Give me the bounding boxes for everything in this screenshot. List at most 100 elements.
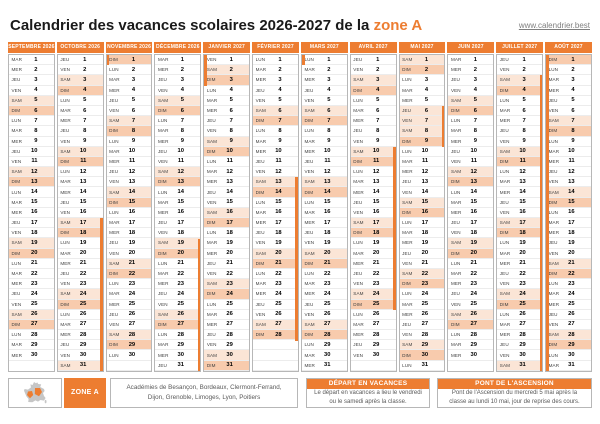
day-row: VEN 6 <box>106 106 152 117</box>
day-name: MER <box>157 352 169 358</box>
day-number: 13 <box>275 178 282 185</box>
day-number: 7 <box>34 117 38 124</box>
day-number: 1 <box>131 56 136 63</box>
day-name: MAR <box>157 271 169 277</box>
day-number: 24 <box>568 290 575 297</box>
day-number: 24 <box>470 290 477 297</box>
day-number: 6 <box>327 107 331 114</box>
day-name: DIM <box>255 332 265 338</box>
day-number: 19 <box>324 239 331 246</box>
day-name: VEN <box>499 138 510 144</box>
day-row: MAR 20 <box>57 249 103 259</box>
day-row: VEN 14 <box>399 187 445 198</box>
day-number: 25 <box>275 301 282 308</box>
day-name: LUN <box>11 332 21 338</box>
day-name: MAR <box>11 342 23 348</box>
day-name: VEN <box>499 67 510 73</box>
day-number: 17 <box>177 219 184 226</box>
day-name: JEU <box>109 240 119 246</box>
day-name: LUN <box>157 189 168 195</box>
day-name: VEN <box>109 321 119 327</box>
month-column: OCTOBRE 2026 JEU 1 VEN 2 SAM 3 DIM 4 LUN 5 MAR 6 MER 7… <box>56 42 104 372</box>
day-number: 26 <box>372 311 380 318</box>
day-row: VEN 11 <box>448 157 494 168</box>
day-row: SAM 10 <box>497 146 543 157</box>
day-number: 4 <box>229 87 233 94</box>
day-row: VEN 19 <box>301 238 347 249</box>
day-number: 11 <box>129 158 136 165</box>
day-row: LUN 28 <box>448 330 494 341</box>
day-row: VEN 11 <box>9 157 54 168</box>
day-number: 22 <box>372 270 380 277</box>
pont-text: Pont de l'Ascension du mercredi 5 mai ap… <box>449 389 580 405</box>
day-name: DIM <box>548 342 558 348</box>
day-name: JEU <box>402 108 412 114</box>
day-number: 31 <box>568 362 575 369</box>
day-name: VEN <box>206 342 217 348</box>
day-row: JEU 17 <box>155 218 201 229</box>
day-number: 2 <box>180 66 184 73</box>
month-column: MARS 2027 LUN 1 MAR 2 MER 3 JEU 4 VEN 5 SAM 6 DIM 7 LUN… <box>300 42 348 372</box>
day-name: SAM <box>255 321 266 327</box>
day-row: DIM 25 <box>497 299 543 310</box>
day-number: 27 <box>177 321 184 328</box>
day-name: MAR <box>450 271 462 277</box>
day-name: LUN <box>402 362 412 368</box>
day-row: JEU 24 <box>155 289 201 300</box>
day-number: 18 <box>519 229 526 236</box>
day-name: MAR <box>304 67 315 73</box>
day-number: 29 <box>31 341 38 348</box>
day-number: 25 <box>324 301 331 308</box>
day-number: 9 <box>131 138 136 145</box>
day-number: 2 <box>34 66 38 73</box>
month-body: LUN 1 MAR 2 MER 3 JEU 4 VEN 5 SAM 6 DIM 7 LUN 8 MAR 9 MER 1… <box>252 54 299 372</box>
day-number: 10 <box>372 148 380 155</box>
day-number: 13 <box>519 178 526 185</box>
day-number: 15 <box>31 199 38 206</box>
day-row: MER 2 <box>9 65 54 76</box>
day-number: 10 <box>421 148 429 155</box>
day-number: 2 <box>229 66 233 73</box>
day-name: VEN <box>353 352 364 358</box>
day-row: DIM 6 <box>155 105 201 117</box>
month-body: JEU 1 VEN 2 SAM 3 DIM 4 LUN 5 MAR 6 MER 7 JEU 8 VEN 9 SAM 1… <box>496 54 544 372</box>
day-name: JEU <box>402 250 412 256</box>
day-number: 16 <box>31 209 38 216</box>
day-row: DIM 7 <box>253 116 298 127</box>
website-link[interactable]: www.calendrier.best <box>518 20 590 30</box>
day-name: MAR <box>11 128 23 134</box>
day-name: DIM <box>450 179 460 185</box>
day-row: SAM 3 <box>350 75 396 86</box>
day-name: SAM <box>304 250 315 256</box>
day-row <box>448 361 493 371</box>
day-number: 4 <box>34 87 38 94</box>
day-row: MAR 3 <box>106 75 152 86</box>
day-row: MAR 25 <box>399 300 445 310</box>
day-name: MER <box>450 138 462 144</box>
day-number: 13 <box>470 178 477 185</box>
day-row: DIM 14 <box>253 187 298 198</box>
day-name: DIM <box>304 260 314 266</box>
day-row: MAR 1 <box>448 55 494 66</box>
day-number: 3 <box>180 76 184 83</box>
day-number: 8 <box>327 127 331 134</box>
day-name: MAR <box>450 199 462 205</box>
day-number: 13 <box>79 178 87 185</box>
day-row: DIM 28 <box>253 330 298 341</box>
day-name: MAR <box>255 209 267 215</box>
day-row: VEN 16 <box>497 208 543 218</box>
day-row: JEU 10 <box>155 147 201 157</box>
day-name: SAM <box>60 148 71 154</box>
day-name: SAM <box>402 342 413 348</box>
day-number: 12 <box>31 168 38 175</box>
day-row: MER 10 <box>253 147 298 157</box>
day-name: MAR <box>11 57 23 63</box>
day-number: 1 <box>473 56 477 63</box>
vacation-bar <box>301 55 305 66</box>
day-row: JEU 27 <box>399 320 445 331</box>
day-name: SAM <box>353 77 364 83</box>
day-number: 23 <box>324 280 331 287</box>
day-row: JEU 22 <box>497 269 543 280</box>
day-name: LUN <box>109 67 119 73</box>
day-row: LUN 22 <box>253 269 298 280</box>
